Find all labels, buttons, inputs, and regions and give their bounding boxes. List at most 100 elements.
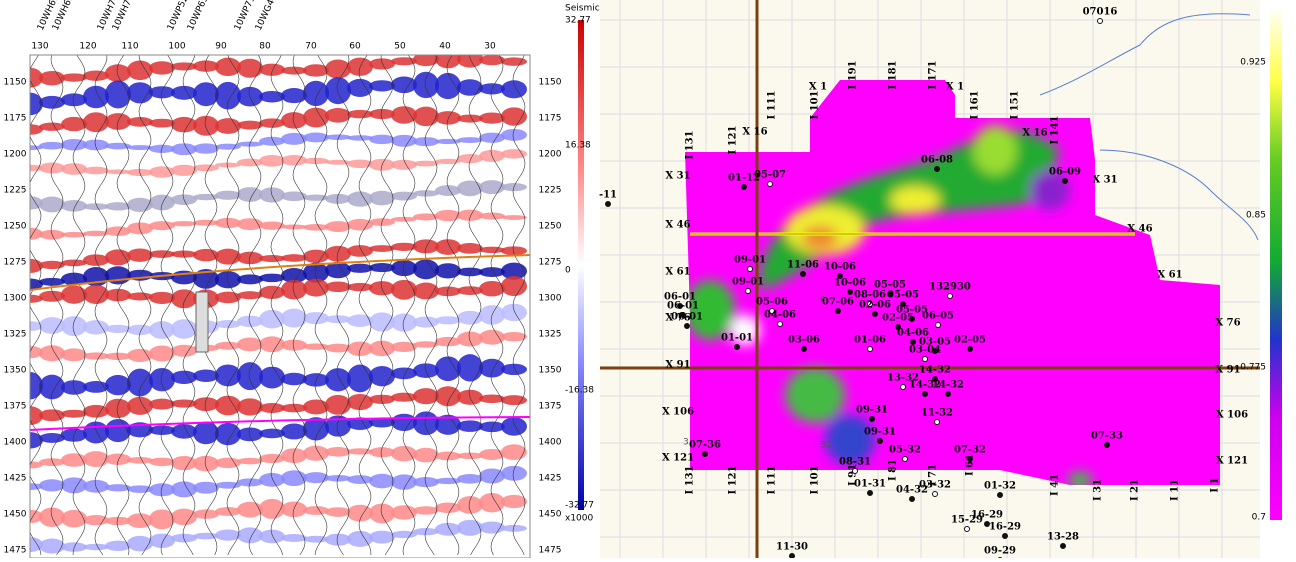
seismic-event — [413, 411, 439, 435]
seismic-event — [171, 481, 197, 497]
grid-label: X 31 — [665, 171, 690, 182]
time-label: 1425 — [4, 474, 27, 484]
seismic-event — [171, 371, 197, 384]
time-label: 1300 — [539, 294, 562, 304]
seismic-event — [61, 453, 87, 467]
seismic-event — [457, 420, 483, 432]
seismic-event — [391, 367, 417, 379]
seismic-event — [369, 474, 395, 489]
time-label: 1450 — [539, 510, 562, 520]
colorbar-label: 0.925 — [1240, 58, 1266, 68]
well-label: 13-28 — [1047, 532, 1079, 543]
well — [836, 309, 841, 314]
time-label: 1175 — [4, 114, 27, 124]
grid-label: I 131 — [685, 465, 696, 494]
grid-label: X 91 — [1215, 365, 1240, 376]
well-label: 06-01 — [671, 312, 703, 323]
well-label: 09-29 — [984, 546, 1016, 557]
seismic-event — [369, 531, 395, 544]
seismic-event — [391, 217, 417, 222]
well — [1105, 443, 1110, 448]
seismic-event — [457, 243, 483, 254]
seismic-event — [83, 167, 109, 175]
seismic-event — [171, 165, 197, 176]
grid-label: I 101 — [810, 465, 821, 494]
well — [703, 452, 708, 457]
well — [853, 469, 858, 474]
seismic-event — [501, 80, 527, 98]
well — [968, 347, 973, 352]
seismic-event — [369, 191, 395, 206]
colorbar-title: Seismic — [565, 4, 600, 14]
well — [746, 289, 751, 294]
well-label: 14-32 — [932, 380, 964, 391]
time-label: 1325 — [539, 330, 562, 340]
seismic-event — [479, 281, 505, 296]
seismic-event — [347, 531, 373, 547]
time-label: 1200 — [539, 150, 562, 160]
seismic-event — [149, 509, 175, 529]
time-label: 1225 — [4, 186, 27, 196]
screen: 1301201101009080706050403011501150117511… — [0, 0, 1296, 558]
seismic-event — [303, 224, 329, 231]
seismic-event — [259, 367, 285, 389]
seismic-event — [479, 247, 505, 253]
seismic-event — [325, 246, 351, 262]
trace-label: 80 — [259, 42, 271, 52]
grid-label: I 161 — [970, 90, 981, 119]
well — [901, 385, 906, 390]
colorbar-label: 16.38 — [565, 141, 591, 151]
seismic-event — [171, 143, 197, 155]
seismic-event — [369, 341, 395, 356]
colorbar-label: -32.77 — [565, 501, 594, 511]
seismic-event — [369, 503, 395, 523]
seismic-event — [325, 108, 351, 123]
seismic-event — [479, 213, 505, 220]
time-label: 1350 — [539, 366, 562, 376]
well — [801, 272, 806, 277]
grid-label: X 46 — [1127, 224, 1152, 235]
well-label: 09-31 — [856, 405, 888, 416]
seismic-event — [413, 213, 439, 220]
well — [868, 347, 873, 352]
well — [778, 322, 783, 327]
grid-label: X 61 — [665, 267, 690, 278]
seismic-event — [457, 311, 483, 325]
seismic-event — [193, 533, 219, 540]
time-label: 1425 — [539, 474, 562, 484]
grid-label: I 181 — [888, 60, 899, 89]
seismic-event — [171, 509, 197, 526]
well — [748, 267, 753, 272]
grid-label: X 16 — [1022, 128, 1047, 139]
seismic-event — [237, 316, 263, 328]
seismic-event — [325, 395, 351, 415]
well-marker — [196, 292, 208, 352]
seismic-event — [105, 64, 131, 82]
grid-label: X 106 — [662, 407, 694, 418]
time-label: 1325 — [4, 330, 27, 340]
well — [1061, 544, 1066, 549]
seismic-event — [105, 454, 131, 465]
seismic-event — [61, 117, 87, 131]
well — [903, 457, 908, 462]
trace-label: 40 — [439, 42, 451, 52]
time-label: 1225 — [539, 186, 562, 196]
well — [1098, 19, 1103, 24]
well-label: 11-30 — [776, 542, 808, 553]
well-label: 02-06 — [859, 300, 891, 311]
seismic-event — [61, 316, 87, 336]
seismic-event — [457, 210, 483, 221]
seismic-event — [237, 59, 263, 78]
well-label: 06-01 — [667, 301, 699, 312]
seismic-event — [237, 362, 263, 390]
trace-label: 120 — [79, 42, 96, 52]
seismic-event — [303, 81, 329, 106]
seismic-event — [39, 196, 65, 212]
well-label: 09-31 — [864, 427, 896, 438]
well — [946, 392, 951, 397]
time-label: 1275 — [4, 258, 27, 268]
seismic-event — [281, 88, 307, 103]
seismic-event — [105, 375, 131, 395]
seismic-event — [127, 457, 153, 464]
seismic-event — [501, 215, 527, 220]
